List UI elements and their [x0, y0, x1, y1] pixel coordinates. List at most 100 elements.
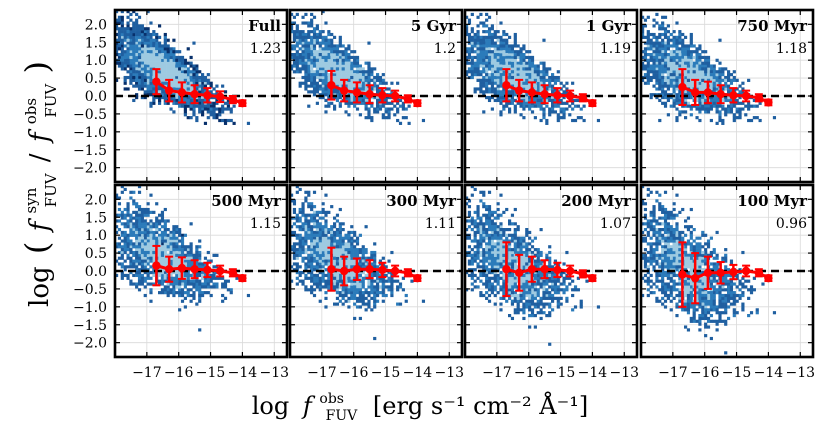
histogram-bin: [333, 217, 336, 220]
median-point: [229, 269, 237, 277]
histogram-bin: [129, 248, 132, 251]
histogram-bin: [744, 105, 747, 108]
histogram-bin: [322, 87, 325, 90]
histogram-bin: [376, 300, 379, 303]
histogram-bin: [215, 285, 218, 288]
histogram-bin: [652, 62, 655, 65]
histogram-bin: [494, 228, 497, 231]
histogram-bin: [471, 257, 474, 260]
histogram-bin: [661, 27, 664, 30]
histogram-bin: [135, 202, 138, 205]
histogram-bin: [528, 73, 531, 76]
histogram-bin: [192, 297, 195, 300]
histogram-bin: [322, 274, 325, 277]
histogram-bin: [350, 231, 353, 234]
histogram-bin: [479, 70, 482, 73]
histogram-bin: [155, 219, 158, 222]
histogram-bin: [350, 242, 353, 245]
histogram-bin: [347, 59, 350, 62]
histogram-bin: [724, 67, 727, 70]
histogram-bin: [138, 282, 141, 285]
histogram-bin: [690, 67, 693, 70]
histogram-bin: [296, 27, 299, 30]
histogram-bin: [316, 102, 319, 105]
histogram-bin: [474, 219, 477, 222]
histogram-bin: [647, 73, 650, 76]
histogram-bin: [164, 274, 167, 277]
histogram-bin: [494, 59, 497, 62]
histogram-bin: [207, 251, 210, 254]
histogram-bin: [508, 280, 511, 283]
histogram-bin: [542, 73, 545, 76]
histogram-bin: [474, 285, 477, 288]
histogram-bin: [528, 64, 531, 67]
histogram-bin: [724, 76, 727, 79]
histogram-bin: [502, 59, 505, 62]
histogram-bin: [551, 79, 554, 82]
histogram-bin: [488, 248, 491, 251]
histogram-bin: [382, 294, 385, 297]
histogram-bin: [675, 47, 678, 50]
median-point: [178, 88, 186, 96]
histogram-bin: [356, 107, 359, 110]
histogram-bin: [301, 42, 304, 45]
histogram-bin: [221, 300, 224, 303]
histogram-bin: [144, 70, 147, 73]
histogram-bin: [299, 237, 302, 240]
histogram-bin: [333, 274, 336, 277]
histogram-bin: [474, 44, 477, 47]
histogram-bin: [301, 44, 304, 47]
histogram-bin: [175, 237, 178, 240]
histogram-bin: [347, 47, 350, 50]
histogram-bin: [330, 234, 333, 237]
histogram-bin: [644, 64, 647, 67]
y-tick-label: 1.0: [85, 228, 107, 244]
histogram-bin: [138, 245, 141, 248]
histogram-bin: [210, 285, 213, 288]
histogram-bin: [336, 260, 339, 263]
histogram-bin: [508, 110, 511, 113]
histogram-bin: [658, 87, 661, 90]
histogram-bin: [161, 231, 164, 234]
histogram-bin: [655, 67, 658, 70]
histogram-bin: [511, 82, 514, 85]
histogram-bin: [201, 73, 204, 76]
histogram-bin: [161, 254, 164, 257]
histogram-bin: [350, 245, 353, 248]
histogram-bin: [158, 56, 161, 59]
histogram-bin: [511, 257, 514, 260]
histogram-bin: [324, 231, 327, 234]
histogram-bin: [313, 16, 316, 19]
histogram-bin: [339, 56, 342, 59]
histogram-bin: [531, 314, 534, 317]
histogram-bin: [181, 73, 184, 76]
histogram-bin: [132, 231, 135, 234]
histogram-bin: [310, 73, 313, 76]
histogram-bin: [135, 59, 138, 62]
histogram-bin: [316, 42, 319, 45]
histogram-bin: [365, 251, 368, 254]
histogram-bin: [187, 67, 190, 70]
histogram-bin: [210, 105, 213, 108]
histogram-bin: [390, 285, 393, 288]
histogram-bin: [514, 277, 517, 280]
histogram-bin: [574, 99, 577, 102]
histogram-bin: [519, 62, 522, 65]
histogram-bin: [359, 288, 362, 291]
histogram-bin: [147, 76, 150, 79]
histogram-bin: [304, 257, 307, 260]
histogram-bin: [667, 87, 670, 90]
histogram-bin: [673, 53, 676, 56]
histogram-bin: [313, 90, 316, 93]
histogram-bin: [390, 288, 393, 291]
histogram-bin: [652, 53, 655, 56]
histogram-bin: [727, 76, 730, 79]
histogram-bin: [310, 208, 313, 211]
histogram-bin: [488, 73, 491, 76]
histogram-bin: [499, 102, 502, 105]
histogram-bin: [494, 47, 497, 50]
histogram-bin: [488, 33, 491, 36]
histogram-bin: [537, 64, 540, 67]
histogram-bin: [534, 305, 537, 308]
histogram-bin: [138, 242, 141, 245]
